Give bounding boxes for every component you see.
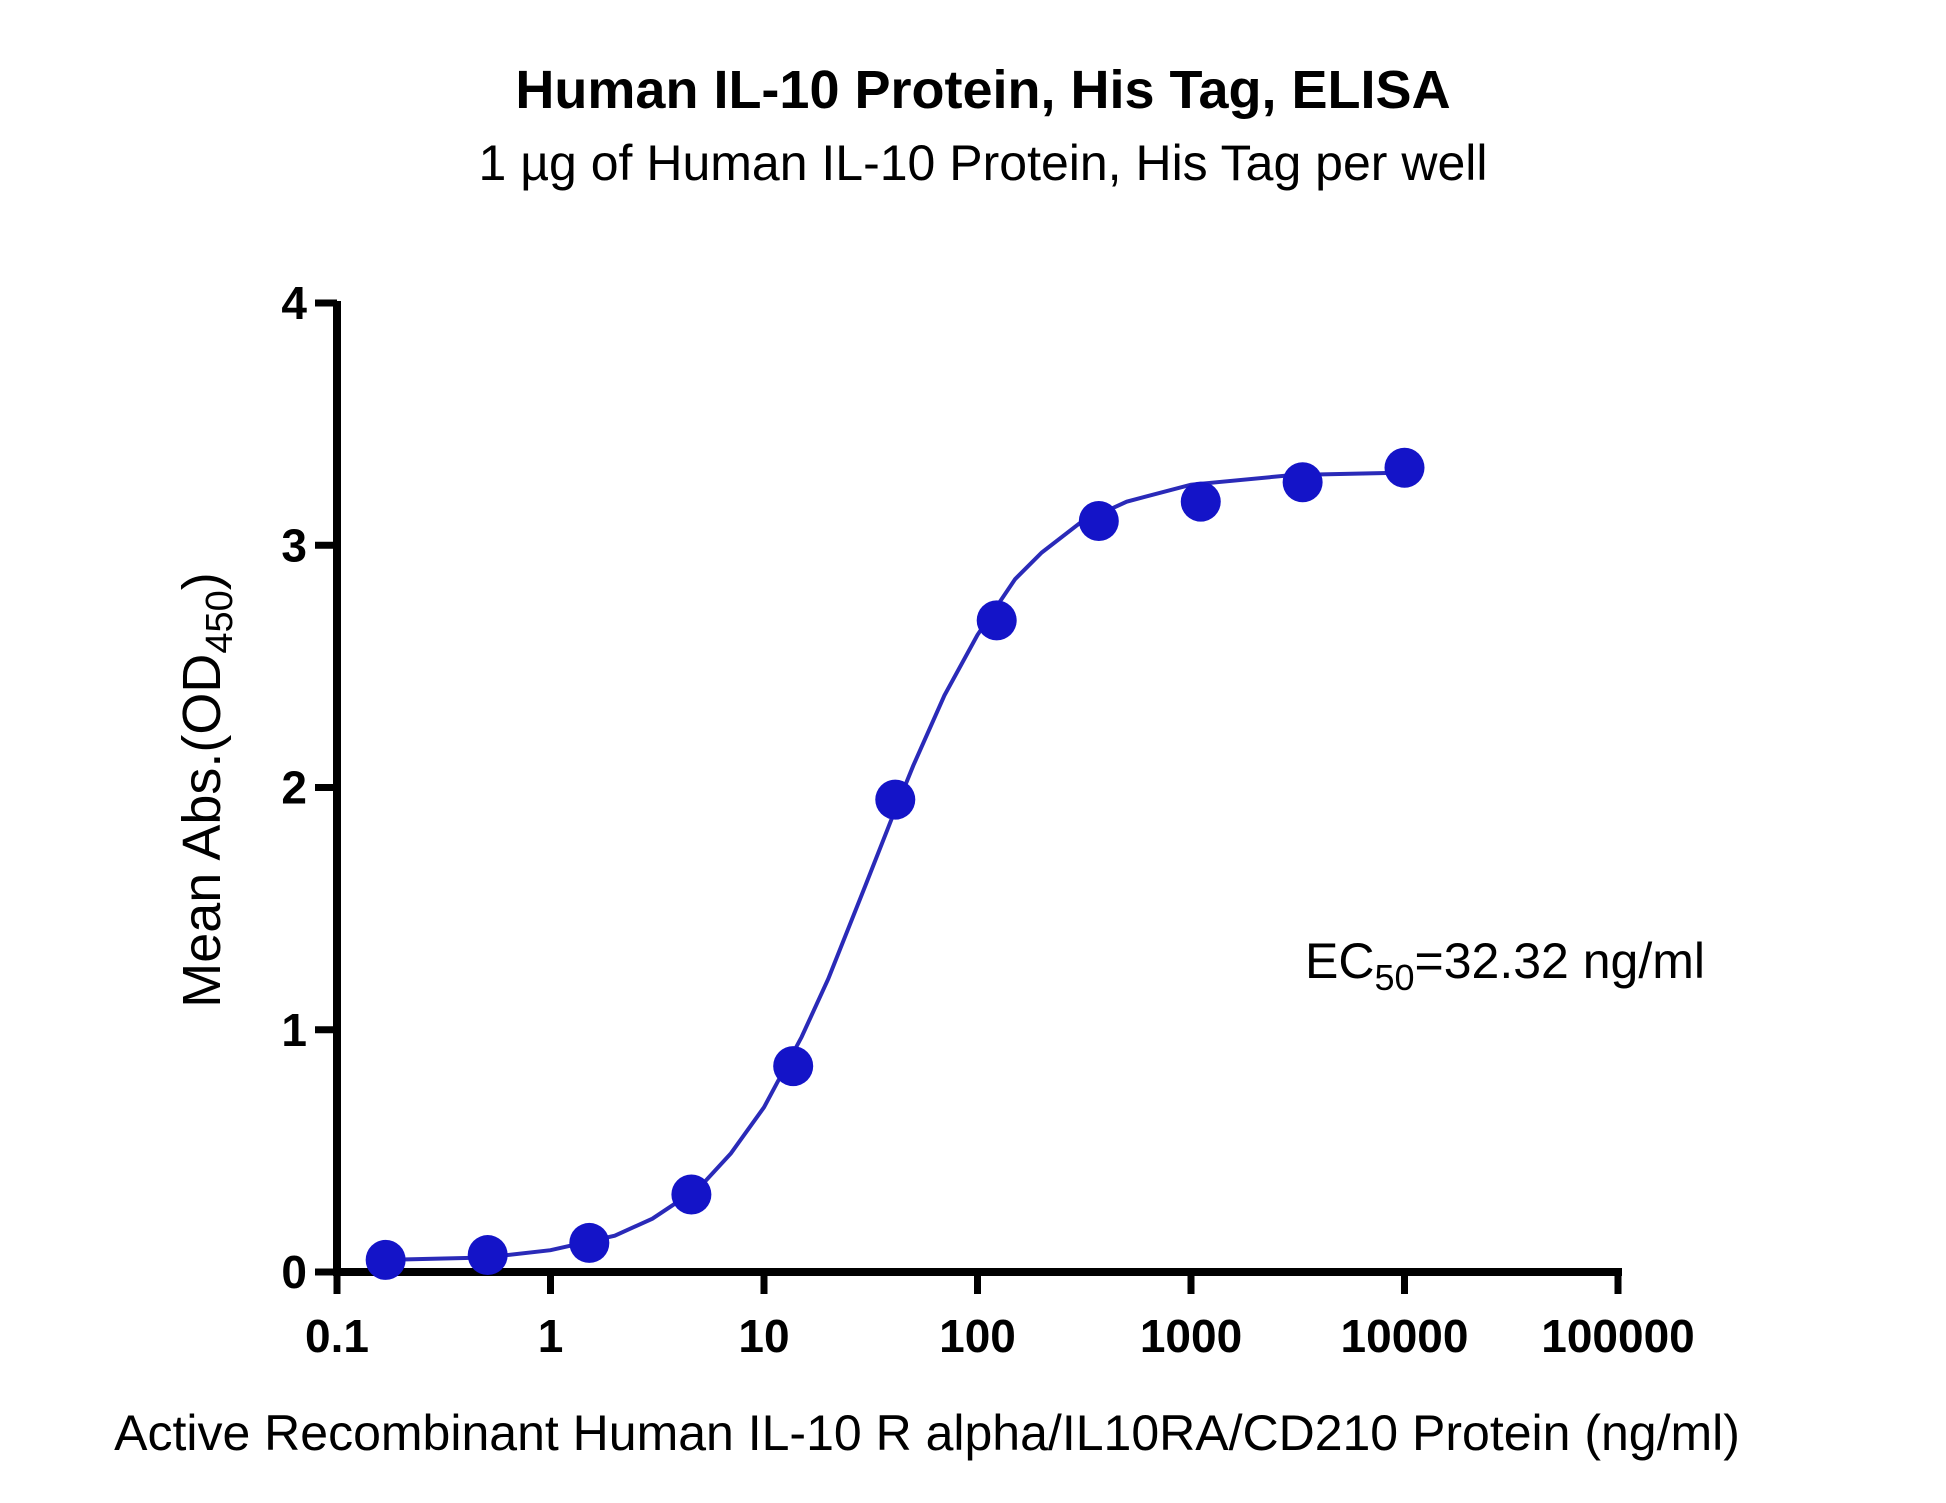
data-point xyxy=(1180,481,1221,522)
data-point xyxy=(773,1046,814,1087)
x-axis-label: Active Recombinant Human IL-10 R alpha/I… xyxy=(114,1405,1740,1461)
y-tick-label: 1 xyxy=(281,1004,307,1056)
y-label-end: ) xyxy=(172,572,232,590)
chart-subtitle: 1 µg of Human IL-10 Protein, His Tag per… xyxy=(479,135,1488,191)
y-tick-label: 0 xyxy=(281,1246,307,1298)
x-tick-label: 10 xyxy=(738,1310,789,1362)
data-point xyxy=(1384,447,1425,488)
y-label-sub: 450 xyxy=(199,590,241,653)
data-point xyxy=(467,1235,508,1276)
y-tick-label: 3 xyxy=(281,519,307,571)
chart-title: Human IL-10 Protein, His Tag, ELISA xyxy=(515,60,1450,120)
y-tick-label: 2 xyxy=(281,762,307,814)
data-point xyxy=(1282,462,1323,503)
x-tick-label: 10000 xyxy=(1341,1310,1469,1362)
y-axis-label: Mean Abs.(OD450) xyxy=(172,572,241,1008)
data-point xyxy=(1078,501,1119,542)
data-point xyxy=(365,1239,406,1280)
data-point xyxy=(976,600,1017,641)
data-point xyxy=(875,779,916,820)
data-point xyxy=(671,1174,712,1215)
x-tick-label: 100 xyxy=(939,1310,1016,1362)
x-tick-label: 100000 xyxy=(1541,1310,1695,1362)
y-tick-label: 4 xyxy=(281,277,307,329)
fit-curve xyxy=(385,470,1405,1262)
x-tick-label: 1 xyxy=(538,1310,564,1362)
data-point xyxy=(569,1222,610,1263)
x-tick-label: 1000 xyxy=(1140,1310,1242,1362)
y-label-main: Mean Abs.(OD xyxy=(172,654,232,1008)
x-tick-label: 0.1 xyxy=(305,1310,369,1362)
annotation-sub: 50 xyxy=(1374,957,1414,998)
annotation: EC50=32.32 ng/ml xyxy=(1305,933,1705,998)
annotation-end: =32.32 ng/ml xyxy=(1415,933,1705,989)
annotation-main: EC xyxy=(1305,933,1374,989)
